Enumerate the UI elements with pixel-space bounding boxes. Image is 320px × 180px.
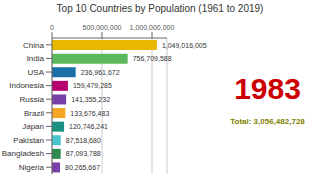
svg-text:236,961,672: 236,961,672 <box>81 69 120 76</box>
html-text:Total: 3,056,482,728: Total: 3,056,482,728 <box>230 116 305 126</box>
html-text:1983: 1983 <box>234 71 301 105</box>
svg-text:756,709,588: 756,709,588 <box>133 55 172 62</box>
html-text:Top 10 Countries by Population: Top 10 Countries by Population (1961 to … <box>56 3 264 14</box>
svg-text:500,000,000: 500,000,000 <box>83 24 122 31</box>
svg-text:87,093,788: 87,093,788 <box>66 150 101 157</box>
svg-text:141,355,232: 141,355,232 <box>71 96 110 103</box>
svg-text:Bangladesh: Bangladesh <box>8 149 44 158</box>
svg-text:Japan: Japan <box>22 122 44 131</box>
svg-text:China: China <box>23 41 44 50</box>
svg-text:120,746,241: 120,746,241 <box>69 123 108 130</box>
svg-text:0: 0 <box>50 24 54 31</box>
svg-text:1,000,000,000: 1,000,000,000 <box>130 24 175 31</box>
svg-text:159,479,285: 159,479,285 <box>73 82 112 89</box>
svg-text:133,676,483: 133,676,483 <box>70 110 109 117</box>
svg-text:80,265,667: 80,265,667 <box>65 164 100 171</box>
svg-text:India: India <box>27 54 45 63</box>
svg-text:1,049,016,005: 1,049,016,005 <box>162 42 207 49</box>
svg-text:Indonesia: Indonesia <box>9 81 44 90</box>
svg-text:87,518,680: 87,518,680 <box>66 137 101 144</box>
svg-text:Brazil: Brazil <box>24 109 44 118</box>
svg-text:Pakistan: Pakistan <box>13 136 44 145</box>
svg-text:USA: USA <box>28 68 45 77</box>
svg-text:Nigeria: Nigeria <box>19 163 45 172</box>
svg-text:Russia: Russia <box>20 95 45 104</box>
